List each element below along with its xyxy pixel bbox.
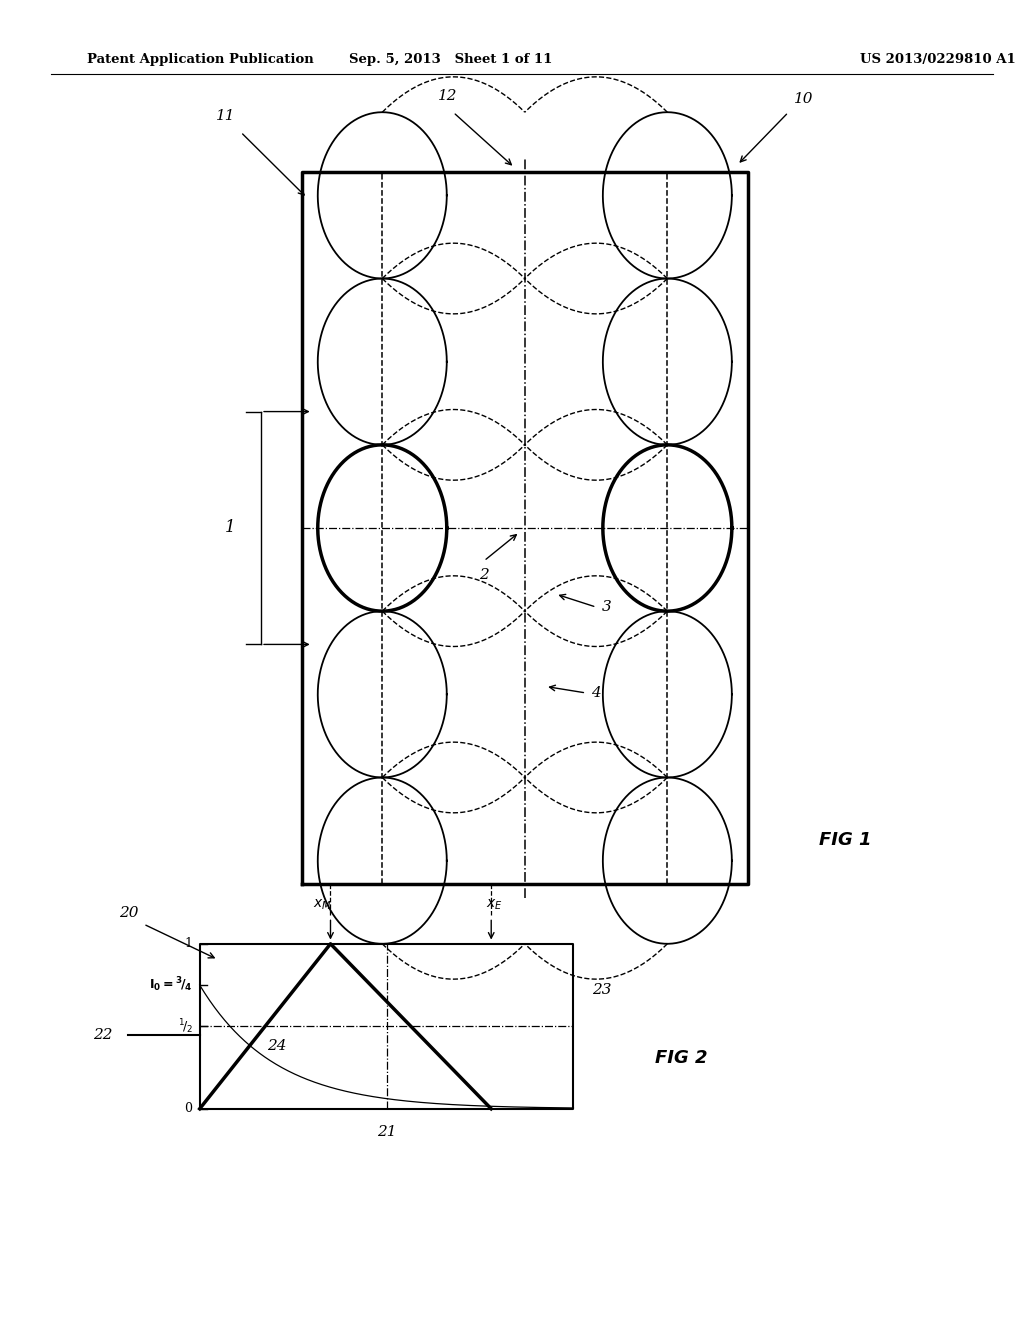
Text: 22: 22 bbox=[93, 1027, 113, 1041]
Text: 1: 1 bbox=[184, 937, 193, 950]
Text: 24: 24 bbox=[267, 1039, 287, 1053]
Text: US 2013/0229810 A1: US 2013/0229810 A1 bbox=[860, 53, 1016, 66]
Text: 0: 0 bbox=[184, 1102, 193, 1115]
Text: Sep. 5, 2013   Sheet 1 of 11: Sep. 5, 2013 Sheet 1 of 11 bbox=[349, 53, 552, 66]
Text: 10: 10 bbox=[794, 91, 813, 106]
Text: 12: 12 bbox=[438, 88, 458, 103]
Text: 21: 21 bbox=[377, 1125, 396, 1139]
Text: $^1\!/_2$: $^1\!/_2$ bbox=[177, 1016, 193, 1036]
Text: 23: 23 bbox=[592, 983, 611, 997]
Text: 20: 20 bbox=[119, 906, 138, 920]
Text: FIG 1: FIG 1 bbox=[819, 830, 871, 849]
Text: 4: 4 bbox=[591, 686, 601, 700]
Text: 3: 3 bbox=[601, 601, 611, 614]
Text: $\mathbf{I_0}$$\mathbf{=^3\!/_4}$: $\mathbf{I_0}$$\mathbf{=^3\!/_4}$ bbox=[148, 975, 193, 994]
Text: 2: 2 bbox=[479, 568, 488, 582]
Text: 1: 1 bbox=[225, 520, 236, 536]
Text: Patent Application Publication: Patent Application Publication bbox=[87, 53, 313, 66]
Text: $x_E$: $x_E$ bbox=[486, 898, 503, 912]
Text: $x_M$: $x_M$ bbox=[313, 898, 332, 912]
Text: 11: 11 bbox=[215, 108, 236, 123]
Text: FIG 2: FIG 2 bbox=[655, 1048, 708, 1067]
